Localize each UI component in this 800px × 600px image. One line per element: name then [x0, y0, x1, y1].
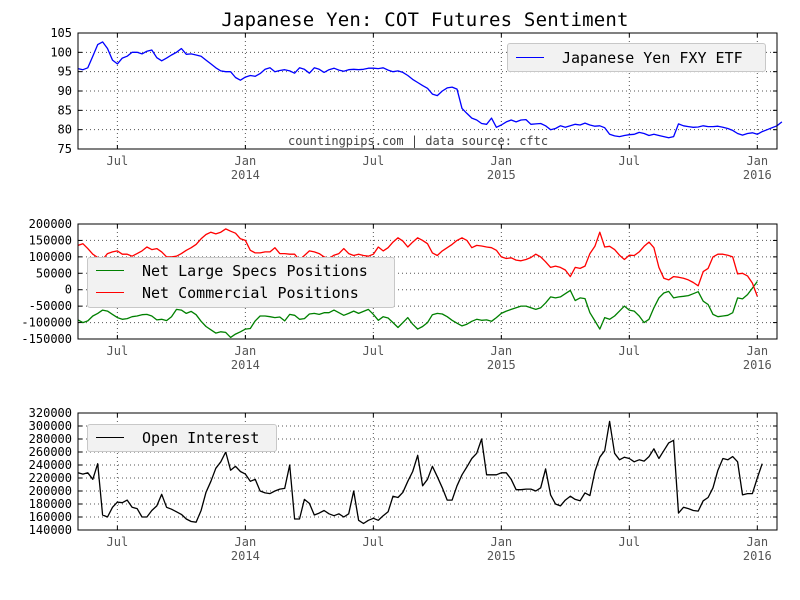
y-tick-label: 105 — [50, 26, 72, 40]
series-line-positions-1 — [77, 228, 758, 297]
y-tick-label: 80 — [58, 123, 72, 137]
x-tick-label: 2016 — [743, 549, 772, 563]
x-tick-label: 2015 — [487, 358, 516, 372]
y-tick-label: 50000 — [36, 266, 72, 280]
y-tick-label: 85 — [58, 103, 72, 117]
legend-oi-label: Open Interest — [142, 429, 260, 447]
plot-frame-fxy — [77, 32, 778, 150]
x-tick-label: Jul — [107, 535, 129, 549]
chart-title: Japanese Yen: COT Futures Sentiment — [221, 9, 629, 31]
x-tick-label: Jan — [235, 154, 257, 168]
legend-fxy-swatch — [516, 57, 544, 58]
legend-commercial-label: Net Commercial Positions — [142, 284, 359, 302]
x-tick-label: Jul — [107, 344, 129, 358]
y-tick-label: 100000 — [29, 250, 72, 264]
x-tick-label: Jul — [363, 154, 385, 168]
legend-open-interest: Open Interest — [87, 424, 277, 452]
x-tick-label: 2015 — [487, 549, 516, 563]
x-tick-label: Jul — [363, 344, 385, 358]
y-tick-label: 0 — [65, 283, 72, 297]
y-tick-label: 280000 — [29, 432, 72, 446]
x-tick-label: Jan — [235, 535, 257, 549]
plot-frame-positions — [77, 223, 778, 340]
x-tick-label: Jul — [363, 535, 385, 549]
x-tick-label: Jan — [746, 154, 768, 168]
x-tick-label: 2014 — [231, 549, 260, 563]
x-tick-label: Jan — [490, 344, 512, 358]
x-tick-label: 2016 — [743, 358, 772, 372]
y-tick-label: 95 — [58, 65, 72, 79]
x-tick-label: 2015 — [487, 168, 516, 182]
y-tick-label: 100 — [50, 45, 72, 59]
x-tick-label: Jan — [235, 344, 257, 358]
legend-fxy: Japanese Yen FXY ETF — [507, 43, 766, 72]
x-tick-label: Jan — [746, 535, 768, 549]
y-tick-label: 150000 — [29, 233, 72, 247]
watermark-text: countingpips.com | data source: cftc — [288, 134, 549, 148]
y-tick-label: 180000 — [29, 497, 72, 511]
y-tick-label: -100000 — [21, 316, 72, 330]
x-tick-label: Jul — [618, 154, 640, 168]
y-tick-label: 240000 — [29, 458, 72, 472]
y-tick-label: -50000 — [29, 299, 72, 313]
legend-specs-label: Net Large Specs Positions — [142, 262, 368, 280]
legend-commercial-swatch — [96, 292, 124, 293]
y-tick-label: 140000 — [29, 523, 72, 537]
x-tick-label: Jul — [107, 154, 129, 168]
series-line-fxy-0 — [77, 41, 783, 139]
y-tick-label: 200000 — [29, 217, 72, 231]
x-tick-label: Jan — [746, 344, 768, 358]
y-tick-label: 300000 — [29, 419, 72, 433]
legend-positions: Net Large Specs Positions Net Commercial… — [87, 257, 395, 308]
x-tick-label: Jul — [618, 344, 640, 358]
series-line-open-interest-0 — [77, 420, 763, 525]
legend-specs-swatch — [96, 270, 124, 271]
y-tick-label: 200000 — [29, 484, 72, 498]
y-tick-label: 320000 — [29, 406, 72, 420]
x-tick-label: Jul — [618, 535, 640, 549]
y-tick-label: 160000 — [29, 510, 72, 524]
x-tick-label: 2014 — [231, 168, 260, 182]
x-tick-label: Jan — [490, 154, 512, 168]
y-tick-label: 260000 — [29, 445, 72, 459]
legend-fxy-label: Japanese Yen FXY ETF — [562, 49, 743, 67]
legend-oi-swatch — [96, 437, 124, 438]
x-tick-label: 2016 — [743, 168, 772, 182]
x-tick-label: Jan — [490, 535, 512, 549]
series-line-positions-0 — [77, 281, 758, 339]
x-tick-label: 2014 — [231, 358, 260, 372]
y-tick-label: 75 — [58, 142, 72, 156]
y-tick-label: 90 — [58, 84, 72, 98]
plot-frame-open-interest — [77, 412, 778, 531]
y-tick-label: 220000 — [29, 471, 72, 485]
y-tick-label: -150000 — [21, 332, 72, 346]
